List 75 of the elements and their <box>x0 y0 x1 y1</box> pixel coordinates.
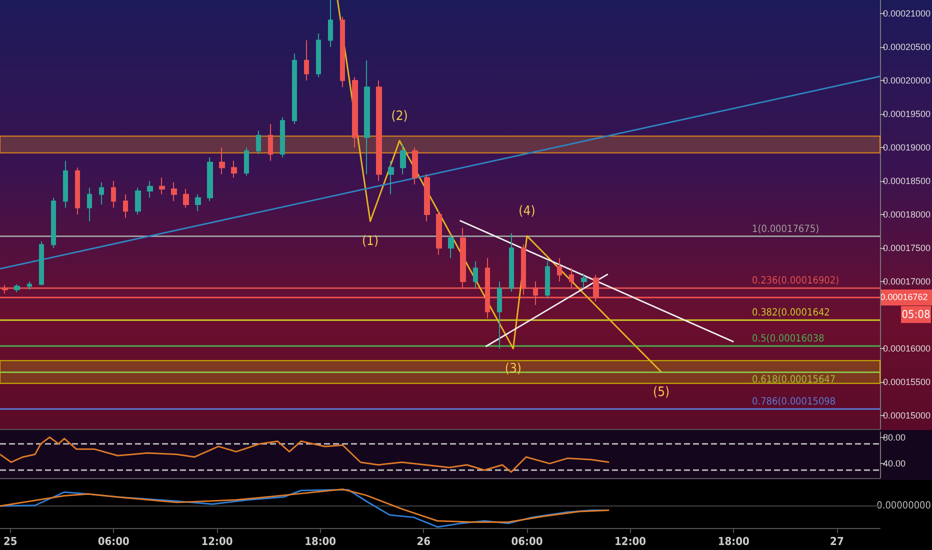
candlestick <box>424 174 430 222</box>
x-tick-label: 18:00 <box>304 535 336 548</box>
y-tick-label: 0.00016000 <box>883 344 931 354</box>
candlestick <box>87 187 92 222</box>
candlestick <box>280 116 285 158</box>
y-tick-label: 0.00018500 <box>883 176 931 186</box>
y-tick-label: 80.00 <box>883 432 906 442</box>
annotation: (1) <box>362 234 379 250</box>
candlestick <box>207 157 213 202</box>
y-tick-label: 0.00015000 <box>883 410 931 421</box>
candlestick <box>412 146 418 185</box>
x-tick-label: 06:00 <box>511 535 543 548</box>
text: 05:08 <box>902 308 930 321</box>
candlestick <box>75 167 80 215</box>
candlestick <box>497 281 502 350</box>
x-tick-label: 06:00 <box>98 535 130 548</box>
candlestick <box>545 260 550 299</box>
candlestick <box>328 0 333 48</box>
candlestick <box>51 197 56 249</box>
ref-line-label: 0.236(0.00016902) <box>752 276 840 287</box>
y-tick-label: 0.00015500 <box>883 377 931 388</box>
candlestick <box>436 210 442 256</box>
candlestick <box>460 227 466 289</box>
ref-line-label: 0.786(0.00015098 <box>752 396 836 408</box>
y-tick-label: 0.00017000 <box>883 276 931 287</box>
candlestick <box>244 146 249 176</box>
candlestick <box>99 182 104 205</box>
y-tick-label: 0.00021000 <box>883 8 931 18</box>
candlestick <box>509 232 514 292</box>
y-tick-label: 0.00020000 <box>883 75 931 86</box>
x-tick-label: 26 <box>416 535 431 548</box>
candlestick <box>39 240 44 286</box>
candlestick <box>171 182 177 202</box>
candlestick <box>219 146 225 175</box>
candlestick <box>231 160 237 178</box>
candlestick <box>256 130 261 155</box>
candlestick <box>2 284 8 294</box>
candlestick <box>352 76 358 148</box>
candlestick <box>364 60 370 175</box>
ref-line-label: 0.00000000 <box>876 500 932 512</box>
candlestick <box>27 281 32 290</box>
ref-line-label: 0.618(0.00015647 <box>752 374 836 386</box>
candlestick <box>14 284 20 293</box>
candlestick <box>581 272 587 289</box>
x-tick-label: 12:00 <box>201 535 233 548</box>
candlestick <box>195 194 201 212</box>
ref-line-label: 0.00016762 <box>880 292 928 302</box>
y-tick-label: 0.00020500 <box>883 42 931 52</box>
y-tick-label: 0.00019000 <box>883 142 931 152</box>
x-tick-label: 18:00 <box>718 535 750 548</box>
candlestick <box>473 260 478 289</box>
candlestick <box>147 180 153 198</box>
candlestick <box>292 53 297 125</box>
y-tick-label: 0.00018000 <box>883 210 931 220</box>
candlestick <box>135 187 141 215</box>
annotation: (4) <box>518 204 536 219</box>
x-tick-label: 27 <box>830 535 844 548</box>
candlestick <box>159 177 165 195</box>
candlestick <box>376 80 382 182</box>
ref-line-label: 0.382(0.0001642 <box>752 308 830 319</box>
candlestick <box>388 160 394 195</box>
candlestick <box>448 234 454 259</box>
y-tick-label: 0.00019500 <box>883 108 931 119</box>
ref-line-label: 1(0.00017675) <box>752 224 820 235</box>
candlestick <box>63 160 68 208</box>
candlestick <box>183 188 189 208</box>
ref-line-label: 0.5(0.00016038 <box>752 334 824 345</box>
annotation: (5) <box>653 385 670 400</box>
y-tick-label: 40.00 <box>883 458 906 469</box>
candlestick <box>400 144 406 175</box>
x-tick-label: 12:00 <box>614 535 646 548</box>
candlestick <box>316 33 321 78</box>
x-tick-label: 25 <box>3 535 18 548</box>
y-tick-label: 0.00017500 <box>883 243 931 254</box>
annotation: (2) <box>391 108 408 124</box>
